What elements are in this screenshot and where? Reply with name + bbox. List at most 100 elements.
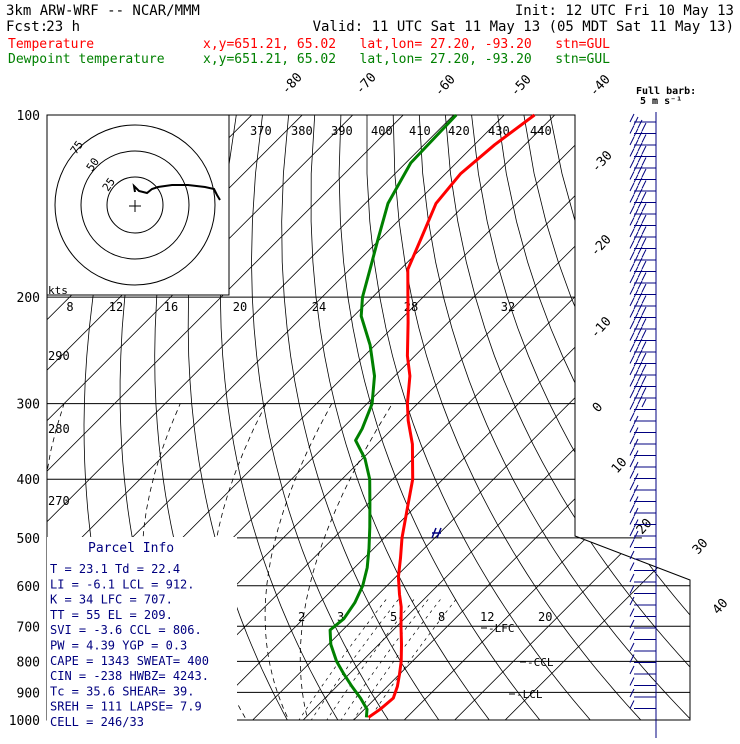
theta-label: 400 bbox=[371, 124, 393, 138]
parcel-info-row: PW = 4.39 YGP = 0.3 bbox=[50, 639, 187, 653]
wind-barb-flag bbox=[641, 272, 647, 281]
wind-barb-flag bbox=[629, 447, 635, 456]
wind-barb-flag bbox=[629, 159, 635, 169]
wind-barb-flag bbox=[637, 142, 643, 152]
isotherm-label: 40 bbox=[710, 596, 732, 618]
wind-barb-flag bbox=[637, 154, 643, 163]
hodograph-speed-label: 32 bbox=[501, 300, 515, 314]
mixing-ratio-label: 5 bbox=[390, 610, 397, 624]
wind-barb-flag bbox=[629, 355, 635, 364]
wind-barb-flag bbox=[637, 177, 643, 186]
hodograph-speed-label: 16 bbox=[164, 300, 178, 314]
wind-barb-flag bbox=[629, 700, 635, 709]
dry-adiabat-line bbox=[392, 115, 654, 720]
wind-barb-flag bbox=[629, 274, 635, 284]
wind-barb-flag bbox=[629, 182, 635, 192]
isotherm-label: -60 bbox=[432, 72, 459, 99]
wind-barb-flag bbox=[629, 435, 635, 445]
isotherm-label: 20 bbox=[634, 516, 656, 538]
isotherm-label: -50 bbox=[508, 72, 535, 99]
wind-barbs bbox=[629, 113, 656, 709]
wind-barb-flag bbox=[633, 484, 639, 494]
wind-barb-flag bbox=[629, 470, 635, 479]
wind-barb-flag bbox=[629, 332, 635, 341]
wind-barb-flag bbox=[629, 148, 635, 157]
wind-barb-flag bbox=[641, 145, 647, 155]
dry-adiabat-line bbox=[575, 115, 690, 720]
wind-barb-flag bbox=[633, 162, 639, 172]
wind-barb-flag bbox=[633, 530, 639, 540]
wind-barb-flag bbox=[633, 243, 639, 252]
wind-barb-flag bbox=[629, 286, 635, 295]
level-marker-label: -LCL bbox=[516, 688, 543, 701]
wind-barb-flag bbox=[641, 237, 647, 247]
wind-barb-flag bbox=[641, 352, 647, 362]
wind-barb-flag bbox=[633, 312, 639, 321]
dewpoint-legend-label: Dewpoint temperature bbox=[8, 52, 165, 67]
hodograph-ring-label-50: 50 bbox=[84, 155, 102, 173]
wind-barb-flag bbox=[629, 619, 635, 629]
dry-adiabat-line bbox=[281, 115, 449, 720]
wind-barb-flag bbox=[633, 392, 639, 402]
mixing-ratio-label: 12 bbox=[480, 610, 494, 624]
wind-barb-flag bbox=[633, 289, 639, 298]
wind-barb-flag bbox=[629, 366, 635, 376]
wind-barb-flag bbox=[641, 214, 647, 224]
mixing-ratio-label: 20 bbox=[538, 610, 552, 624]
wind-barb-flag bbox=[629, 343, 635, 353]
theta-label: 430 bbox=[488, 124, 510, 138]
isotherm-label: -20 bbox=[588, 232, 615, 259]
wind-barb-flag bbox=[629, 677, 635, 686]
wind-barb-flag bbox=[633, 507, 639, 517]
theta-label: 280 bbox=[48, 422, 70, 436]
wind-barb-flag bbox=[637, 131, 643, 140]
parcel-info-row: CELL = 246/33 bbox=[50, 715, 144, 729]
wind-barb-flag bbox=[633, 473, 639, 482]
mixing-ratio-line bbox=[344, 598, 442, 720]
wind-barb-flag bbox=[629, 240, 635, 249]
wind-barb-flag bbox=[641, 203, 647, 212]
parcel-info-row: SVI = -3.6 CCL = 806. bbox=[50, 623, 202, 637]
wind-barb-flag bbox=[629, 550, 635, 560]
wind-barb-flag bbox=[633, 427, 639, 436]
parcel-info-background bbox=[47, 537, 237, 722]
wind-barb-flag bbox=[637, 223, 643, 232]
pressure-tick-label: 300 bbox=[17, 398, 40, 413]
wind-barb-flag bbox=[629, 194, 635, 203]
wind-barb-flag bbox=[629, 217, 635, 226]
wind-barb-flag bbox=[641, 122, 647, 132]
wind-barb-flag bbox=[629, 688, 635, 698]
dry-adiabat-line bbox=[549, 115, 690, 720]
hodograph-ring-50 bbox=[80, 150, 190, 260]
pressure-tick-label: 400 bbox=[17, 473, 40, 488]
pressure-tick-label: 800 bbox=[17, 655, 40, 670]
pressure-tick-label: 600 bbox=[17, 580, 40, 595]
hodograph-kts-label: kts bbox=[48, 284, 68, 297]
wind-barb-flag bbox=[637, 234, 643, 244]
dewpoint-legend-info: x,y=651.21, 65.02 lat,lon= 27.20, -93.20… bbox=[203, 52, 610, 67]
wind-barb-flag bbox=[633, 151, 639, 160]
isotherm-label: -70 bbox=[353, 70, 380, 97]
wind-barb-flag bbox=[633, 266, 639, 275]
moist-adiabat-line bbox=[299, 403, 393, 720]
hodograph-trace bbox=[132, 183, 221, 201]
isotherm-line bbox=[189, 115, 690, 720]
wind-barb-flag bbox=[629, 573, 635, 583]
wind-barb-flag bbox=[633, 300, 639, 310]
wind-barb-flag bbox=[641, 283, 647, 293]
hodograph-ring-75 bbox=[54, 124, 216, 286]
wind-barb-flag bbox=[641, 318, 647, 327]
wind-barb-flag bbox=[637, 119, 643, 129]
wind-barb-flag bbox=[641, 306, 647, 316]
parcel-info-row: LI = -6.1 LCL = 912. bbox=[50, 577, 195, 591]
wind-barb-flag bbox=[633, 381, 639, 390]
temperature-legend-info: x,y=651.21, 65.02 lat,lon= 27.20, -93.20… bbox=[203, 37, 610, 52]
wind-barb-flag bbox=[629, 585, 635, 594]
wind-barb-flag bbox=[633, 208, 639, 218]
hodograph: 25 50 75 kts bbox=[46, 114, 230, 297]
parcel-info-title: Parcel Info bbox=[88, 541, 174, 556]
wind-barb-flag bbox=[633, 139, 639, 149]
wind-barb-flag bbox=[637, 188, 643, 198]
mixing-ratio-line bbox=[302, 598, 400, 720]
